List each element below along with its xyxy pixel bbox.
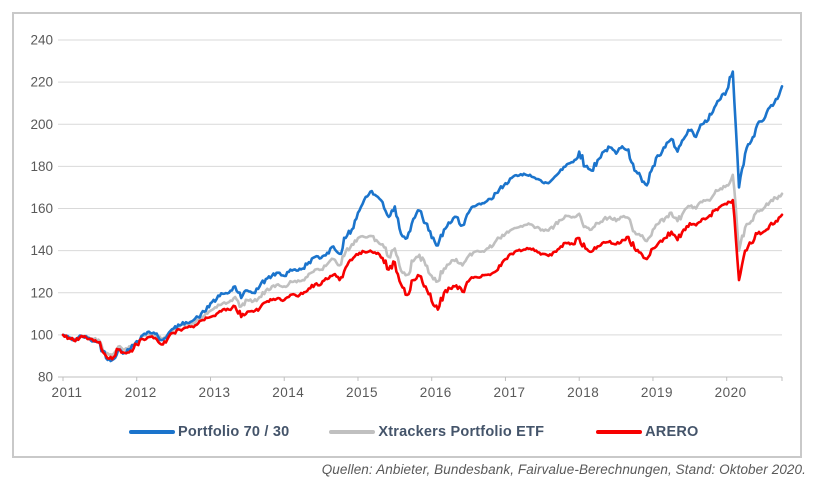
legend-label-portfolio-70-30: Portfolio 70 / 30 [178,424,290,440]
x-tick-label: 2014 [272,385,304,400]
y-tick-label: 140 [30,243,53,258]
y-tick-label: 80 [38,370,53,385]
legend-item-xtrackers-portfolio-etf: Xtrackers Portfolio ETF [329,424,544,440]
x-tick-label: 2020 [715,385,747,400]
legend-label-xtrackers-portfolio-etf: Xtrackers Portfolio ETF [378,424,545,440]
y-tick-label: 220 [30,75,53,90]
legend-line-icon-portfolio-70-30 [129,430,175,434]
source-caption: Quellen: Anbieter, Bundesbank, Fairvalue… [321,462,806,477]
series-line-xtrackers-portfolio-etf [61,173,784,357]
x-tick-label: 2016 [420,385,452,400]
y-tick-label: 200 [30,117,53,132]
x-tick-label: 2011 [51,385,82,400]
chart-canvas: 80 100 120 140 160 180 200 220 240 2011 2012 2013 20… [30,33,784,400]
x-tick-label: 2015 [346,385,378,400]
legend-label-arero: ARERO [645,424,699,440]
series-line-portfolio-70-30 [61,70,784,363]
y-tick-label: 180 [30,159,53,174]
x-tick-label: 2018 [567,385,599,400]
x-tick-label: 2019 [641,385,673,400]
legend-line-icon-xtrackers-portfolio-etf [329,430,376,434]
series-line-arero [61,198,784,361]
x-tick-label: 2017 [493,385,525,400]
legend: Portfolio 70 / 30 Xtrackers Portfolio ETF… [14,418,800,446]
legend-line-icon-arero [596,430,643,434]
y-tick-label: 120 [30,285,53,300]
legend-item-portfolio-70-30: Portfolio 70 / 30 [129,424,289,440]
y-tick-label: 160 [30,201,53,216]
x-tick-label: 2012 [125,385,157,400]
chart-frame: 80 100 120 140 160 180 200 220 240 2011 2012 2013 20… [12,12,802,458]
y-tick-label: 240 [30,33,53,48]
legend-item-arero: ARERO [596,424,698,440]
y-tick-label: 100 [30,327,53,342]
x-tick-label: 2013 [198,385,230,400]
